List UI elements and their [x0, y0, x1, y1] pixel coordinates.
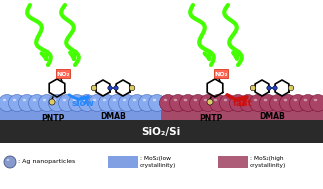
Circle shape [267, 86, 271, 90]
FancyBboxPatch shape [218, 156, 248, 168]
Circle shape [129, 94, 145, 112]
Ellipse shape [13, 99, 16, 101]
Circle shape [99, 94, 116, 112]
Circle shape [249, 94, 266, 112]
Ellipse shape [33, 99, 36, 101]
Ellipse shape [23, 99, 26, 101]
Text: : MoS₂(high
crystallinity): : MoS₂(high crystallinity) [250, 156, 287, 168]
Circle shape [149, 94, 165, 112]
FancyBboxPatch shape [0, 120, 323, 143]
Ellipse shape [204, 99, 207, 101]
Ellipse shape [153, 99, 156, 101]
Text: slow: slow [71, 98, 95, 108]
Circle shape [289, 94, 307, 112]
Text: DMAB: DMAB [259, 112, 285, 121]
Text: PNTP: PNTP [41, 114, 65, 123]
Circle shape [309, 94, 323, 112]
Circle shape [160, 94, 176, 112]
FancyBboxPatch shape [56, 69, 70, 78]
Circle shape [250, 85, 256, 91]
Circle shape [170, 94, 186, 112]
Text: SiO₂/Si: SiO₂/Si [141, 126, 181, 136]
Circle shape [4, 156, 16, 168]
Circle shape [299, 94, 317, 112]
FancyBboxPatch shape [161, 108, 323, 120]
Ellipse shape [53, 99, 56, 101]
Circle shape [8, 94, 26, 112]
Circle shape [68, 94, 86, 112]
Ellipse shape [284, 99, 287, 101]
Ellipse shape [184, 99, 187, 101]
Ellipse shape [164, 99, 167, 101]
Ellipse shape [274, 99, 277, 101]
Text: : Ag nanoparticles: : Ag nanoparticles [18, 160, 75, 164]
Ellipse shape [103, 99, 106, 101]
Circle shape [288, 85, 294, 91]
Circle shape [119, 94, 136, 112]
Circle shape [279, 94, 297, 112]
Text: PNTP: PNTP [199, 114, 223, 123]
Ellipse shape [244, 99, 247, 101]
Ellipse shape [304, 99, 307, 101]
Ellipse shape [123, 99, 126, 101]
Circle shape [91, 85, 97, 91]
Circle shape [180, 94, 196, 112]
Circle shape [139, 94, 155, 112]
Circle shape [230, 94, 246, 112]
Ellipse shape [93, 99, 96, 101]
Circle shape [269, 94, 287, 112]
Ellipse shape [224, 99, 227, 101]
Ellipse shape [6, 159, 9, 161]
Text: DMAB: DMAB [100, 112, 126, 121]
Circle shape [129, 85, 135, 91]
Circle shape [200, 94, 216, 112]
Ellipse shape [254, 99, 257, 101]
Ellipse shape [3, 99, 6, 101]
Circle shape [273, 86, 277, 90]
Circle shape [28, 94, 46, 112]
Text: : MoS₂(low
crystallinity): : MoS₂(low crystallinity) [140, 156, 176, 168]
FancyBboxPatch shape [108, 156, 138, 168]
Circle shape [239, 94, 256, 112]
FancyBboxPatch shape [214, 69, 228, 78]
FancyBboxPatch shape [0, 108, 161, 120]
Ellipse shape [234, 99, 237, 101]
Circle shape [114, 86, 118, 90]
Circle shape [190, 94, 206, 112]
Text: fast: fast [233, 98, 253, 108]
Ellipse shape [133, 99, 136, 101]
Ellipse shape [113, 99, 116, 101]
Ellipse shape [294, 99, 297, 101]
Ellipse shape [43, 99, 46, 101]
Ellipse shape [174, 99, 177, 101]
Circle shape [220, 94, 236, 112]
Circle shape [58, 94, 76, 112]
Circle shape [0, 94, 16, 112]
Circle shape [207, 99, 213, 105]
Circle shape [259, 94, 276, 112]
Ellipse shape [194, 99, 197, 101]
Circle shape [48, 94, 66, 112]
Circle shape [49, 99, 55, 105]
Text: NO₂: NO₂ [214, 71, 228, 77]
Ellipse shape [314, 99, 317, 101]
Ellipse shape [83, 99, 86, 101]
Text: NO₂: NO₂ [56, 71, 70, 77]
Circle shape [78, 94, 96, 112]
Circle shape [38, 94, 56, 112]
Circle shape [210, 94, 226, 112]
Ellipse shape [63, 99, 66, 101]
Circle shape [108, 86, 112, 90]
Ellipse shape [214, 99, 217, 101]
Ellipse shape [73, 99, 76, 101]
Circle shape [89, 94, 106, 112]
Ellipse shape [264, 99, 267, 101]
Circle shape [109, 94, 126, 112]
Ellipse shape [143, 99, 146, 101]
Circle shape [18, 94, 36, 112]
